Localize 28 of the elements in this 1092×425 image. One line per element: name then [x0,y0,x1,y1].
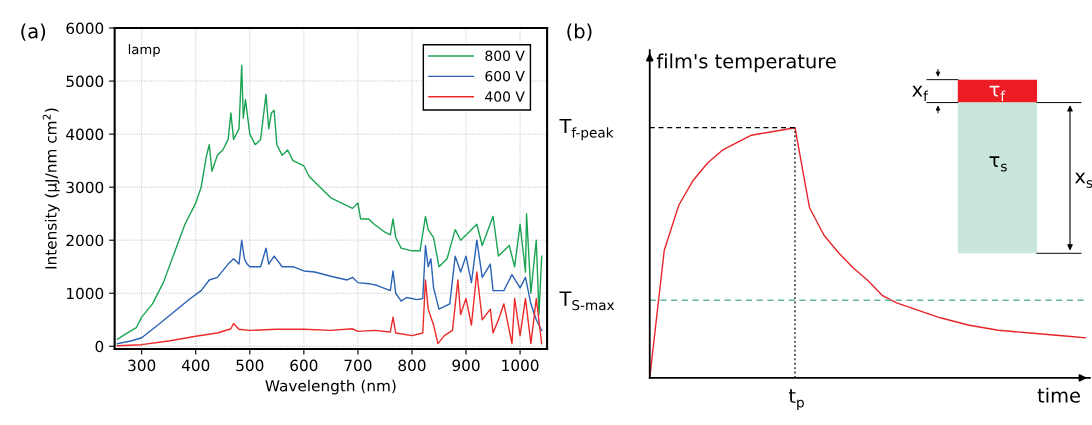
y-axis-title: Intensity (µJ/nm cm$^{2}$) [42,108,60,269]
text: (b) [567,23,592,41]
x-axis-title: time [1037,387,1080,403]
x-tick-label: 500 [236,359,264,372]
y-tick-label: 3000 [66,181,104,194]
x-tick-label: 900 [452,359,480,372]
y-tick-label: 5000 [66,75,104,88]
line-series [116,64,543,341]
legend-label: 600 V [485,70,525,82]
x-axis-title: Wavelength (nm) [265,379,396,395]
x-tick-label: 300 [128,359,156,372]
line-series [116,271,543,347]
text: (a) [21,23,46,41]
y-axis-title: film's temperature [656,53,836,73]
x-tick-label: 600 [290,359,318,372]
x-tick-label: 400 [181,359,210,372]
y-tick-label: 1000 [67,287,104,300]
y-tick-label: 6000 [66,22,104,35]
x-tick-label: 800 [398,359,426,372]
annotation: lamp [128,44,160,57]
x-tick-label: 700 [344,359,372,372]
line-series [116,239,543,345]
y-tick-label: 2000 [66,234,104,247]
legend-label: 800 V [485,50,525,62]
legend-label: 400 V [485,91,525,102]
y-tick-label: 0 [95,340,104,353]
x-tick-label: 1000 [502,359,539,372]
y-tick-label: 4000 [66,128,104,141]
